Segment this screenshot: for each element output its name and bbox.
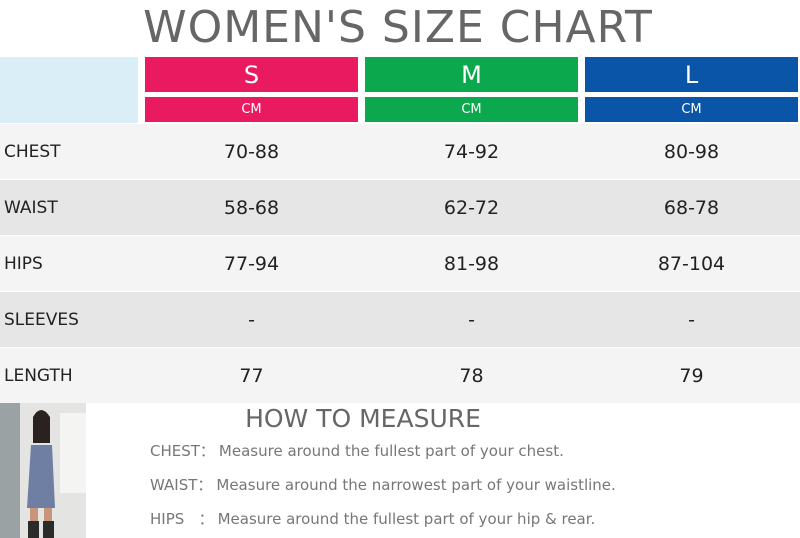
- row-label: LENGTH: [4, 365, 73, 386]
- table-cell: -: [248, 308, 255, 331]
- row-label: SLEEVES: [4, 309, 79, 330]
- measure-line: WAIST： Measure around the narrowest part …: [150, 474, 616, 496]
- size-header: M: [365, 57, 578, 92]
- table-row: [0, 292, 800, 347]
- unit-header: CM: [585, 97, 798, 122]
- table-cell: 79: [679, 364, 704, 387]
- row-label: CHEST: [4, 141, 61, 162]
- unit-header: CM: [365, 97, 578, 122]
- row-label: WAIST: [4, 197, 58, 218]
- size-header: S: [145, 57, 358, 92]
- header-corner: [0, 57, 138, 123]
- measure-line: HIPS ： Measure around the fullest part of…: [150, 508, 595, 530]
- measure-text: Measure around the fullest part of your …: [218, 442, 564, 460]
- table-row: [0, 124, 800, 179]
- table-cell: 81-98: [443, 252, 500, 275]
- table-row: [0, 180, 800, 235]
- table-row: [0, 236, 800, 291]
- table-cell: -: [688, 308, 695, 331]
- table-cell: 78: [459, 364, 484, 387]
- measure-text: Measure around the narrowest part of you…: [216, 476, 616, 494]
- table-cell: 87-104: [657, 252, 726, 275]
- how-to-measure-title: HOW TO MEASURE: [245, 404, 481, 433]
- row-label: HIPS: [4, 253, 43, 274]
- table-cell: 68-78: [663, 196, 720, 219]
- table-cell: -: [468, 308, 475, 331]
- measure-line: CHEST： Measure around the fullest part of…: [150, 440, 564, 462]
- table-cell: 62-72: [443, 196, 500, 219]
- measure-text: Measure around the fullest part of your …: [217, 510, 596, 528]
- table-cell: 77: [239, 364, 264, 387]
- unit-header: CM: [145, 97, 358, 122]
- size-header: L: [585, 57, 798, 92]
- table-cell: 80-98: [663, 140, 720, 163]
- table-cell: 58-68: [223, 196, 280, 219]
- measure-key: CHEST：: [150, 442, 215, 460]
- table-cell: 74-92: [443, 140, 500, 163]
- table-cell: 77-94: [223, 252, 280, 275]
- model-photo: [0, 403, 86, 538]
- measure-key: HIPS ：: [150, 510, 214, 528]
- table-cell: 70-88: [223, 140, 280, 163]
- measure-key: WAIST：: [150, 476, 213, 494]
- title: WOMEN'S SIZE CHART: [143, 2, 653, 53]
- table-row: [0, 348, 800, 403]
